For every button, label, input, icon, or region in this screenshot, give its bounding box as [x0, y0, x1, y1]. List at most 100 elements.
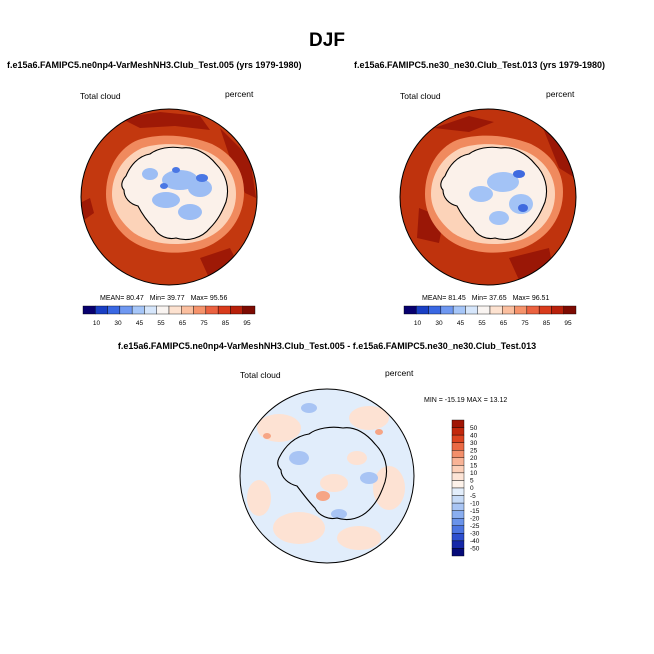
- panel-3-colorbar-swatch: [451, 518, 465, 526]
- panel-3-colorbar-tick-label: -15: [470, 508, 480, 515]
- panel-1-colorbar-swatch: [181, 305, 194, 315]
- panel-1-colorbar-swatch: [230, 305, 243, 315]
- panel-1-mean-label: MEAN=: [100, 295, 125, 302]
- panel-3-colorbar-swatch: [451, 480, 465, 489]
- panel-3-colorbar-tick-label: 0: [470, 485, 474, 492]
- panel-3-negative-patches: [289, 403, 378, 519]
- panel-2-colorbar-swatch: [440, 305, 454, 315]
- panel-1-blue-cloud-blobs: [142, 168, 212, 220]
- panel-2-colorbar-swatch: [403, 305, 417, 315]
- panel-1-colorbar-tick-label: 30: [114, 320, 122, 327]
- panel-1-field-label: Total cloud: [80, 91, 121, 101]
- panel-2-max-label: Max=: [512, 295, 530, 302]
- panel-2-colorbar-swatch: [514, 305, 528, 315]
- panel-1-colorbar-tick-label: 45: [136, 320, 144, 327]
- panel-3-colorbar-tick-label: 5: [470, 478, 474, 485]
- panel-2-mean-label: MEAN=: [422, 295, 447, 302]
- panel-2-colorbar-tick-label: 95: [564, 320, 572, 327]
- panel-1-colorbar-swatch: [119, 305, 133, 315]
- panel-3-colorbar-swatch: [451, 495, 465, 504]
- panel-1-deep-blue-cores: [160, 167, 208, 189]
- panel-1-colorbar-swatch: [131, 305, 145, 315]
- panel-2-colorbar-swatch: [465, 305, 478, 315]
- panel-2-colorbar-tick-label: 65: [500, 320, 508, 327]
- panel-2-stats: MEAN= 81.45 Min= 37.65 Max= 96.51: [422, 295, 549, 302]
- panel-2-colorbar-tick-label: 75: [521, 320, 529, 327]
- panel-1-units-label: percent: [225, 89, 254, 99]
- panel-2-blue-cloud-blobs: [469, 172, 533, 225]
- panel-1-colorbar-tick-label: 95: [243, 320, 251, 327]
- panel-1-colorbar-tick-label: 55: [157, 320, 165, 327]
- panel-3-colorbar-tick-label: -25: [470, 523, 480, 530]
- panel-3-colorbar-tick-label: -5: [470, 493, 476, 500]
- panel-2-colorbar-swatch: [563, 305, 577, 315]
- panel-2-colorbar-swatch: [452, 305, 466, 315]
- panel-2-mean-value: 81.45: [448, 295, 466, 302]
- panel-1-colorbar-swatch: [242, 305, 256, 315]
- panel-3-colorbar-tick-label: 40: [470, 432, 478, 439]
- panel-1-colorbar-swatch: [205, 305, 219, 315]
- panel-1-mean-value: 80.47: [126, 295, 144, 302]
- panel-1-stats: MEAN= 80.47 Min= 39.77 Max= 95.56: [100, 295, 227, 302]
- panel-1-colorbar-swatch: [95, 305, 108, 315]
- panel-1-colorbar-tick-label: 65: [179, 320, 187, 327]
- panel-1-colorbar-swatch: [168, 305, 182, 315]
- panel-3-colorbar-tick-label: 25: [470, 447, 478, 454]
- panel-3-colorbar-swatch: [451, 450, 465, 458]
- panel-3-colorbar-tick-label: 50: [470, 425, 478, 432]
- panel-3-colorbar-swatch: [451, 465, 465, 474]
- panel-2-colorbar-swatch: [489, 305, 503, 315]
- panel-2-colorbar-swatch: [538, 305, 552, 315]
- panel-1-colorbar-swatch: [193, 305, 207, 315]
- panel-3-colorbar-tick-label: 20: [470, 455, 478, 462]
- panel-3-colorbar-tick-label: -30: [470, 531, 480, 538]
- panel-1-colorbar-swatch: [82, 305, 96, 315]
- panel-3-colorbar-swatch: [451, 472, 465, 481]
- panel-3-positive-patches: [247, 406, 405, 550]
- panel-2-colorbar-tick-label: 55: [478, 320, 486, 327]
- panel-1-colorbar-tick-label: 75: [200, 320, 208, 327]
- panel-2-polar-map: [399, 108, 577, 286]
- panel-2-colorbar-swatch: [502, 305, 515, 315]
- panel-3-colorbar-tick-label: -40: [470, 538, 480, 545]
- panel-3-colorbar-tick-label: 10: [470, 470, 478, 477]
- panel-1-colorbar-tick-label: 10: [93, 320, 101, 327]
- panel-2-units-label: percent: [546, 89, 575, 99]
- page-title: DJF: [309, 30, 345, 51]
- panel-2-colorbar-swatch: [416, 305, 429, 315]
- panel-3-colorbar-swatch: [451, 533, 465, 542]
- panel-3-colorbar-tick-label: 15: [470, 463, 478, 470]
- panel-3-colorbar-swatch: [451, 487, 465, 496]
- panel-3-colorbar-swatch: [451, 427, 465, 436]
- panel-2-deep-blue-cores: [513, 170, 528, 212]
- panel-3-strong-positive: [263, 429, 383, 501]
- panel-2-max-value: 96.51: [531, 295, 550, 302]
- panel-3-colorbar-tick-label: 30: [470, 440, 478, 447]
- panel-2-map-border: [399, 108, 577, 286]
- panel-2-field-label: Total cloud: [400, 91, 441, 101]
- panel-1-min-value: 39.77: [167, 295, 185, 302]
- panel-3-units-label: percent: [385, 368, 414, 378]
- panel-3-range-text: MIN = -15.19 MAX = 13.12: [424, 397, 508, 404]
- panel-3-colorbar-swatch: [451, 502, 465, 511]
- panel-1-colorbar-tick-label: 85: [222, 320, 230, 327]
- panel-1-colorbar-swatch: [107, 305, 121, 315]
- panel-3-colorbar-swatch: [451, 548, 465, 557]
- panel-1-colorbar: 10 30 45 55 65 75 85 95: [82, 305, 256, 327]
- panel-2-colorbar-swatch: [428, 305, 442, 315]
- panel-2-title: f.e15a6.FAMIPC5.ne30_ne30.Club_Test.013 …: [354, 60, 605, 70]
- panel-3-colorbar-swatch: [451, 434, 465, 443]
- panel-3-field-label: Total cloud: [240, 370, 281, 380]
- panel-2-colorbar-tick-label: 45: [457, 320, 465, 327]
- panel-3-colorbar-swatch: [451, 540, 465, 549]
- panel-1-max-label: Max=: [190, 295, 208, 302]
- panel-2-colorbar-tick-label: 30: [435, 320, 443, 327]
- panel-2-min-label: Min=: [471, 295, 488, 302]
- panel-2-colorbar-tick-label: 10: [414, 320, 422, 327]
- panel-3-colorbar-swatch: [451, 419, 465, 428]
- panel-3-polar-map: [239, 388, 415, 564]
- panel-2-colorbar-tick-label: 85: [543, 320, 551, 327]
- panel-1-max-value: 95.56: [209, 295, 228, 302]
- panel-3-colorbar-swatch: [451, 510, 465, 519]
